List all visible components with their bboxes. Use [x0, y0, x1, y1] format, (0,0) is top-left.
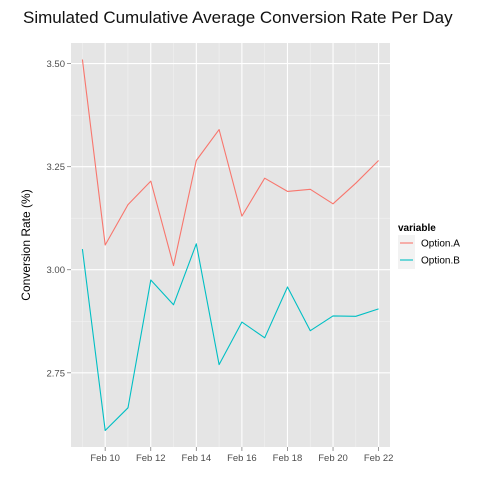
series-layer	[81, 59, 379, 432]
y-axis-label: Conversion Rate (%)	[19, 189, 33, 300]
y-tick-label: 3.25	[47, 162, 66, 173]
y-tick-label: 3.00	[47, 265, 66, 276]
x-tick-label: Feb 12	[136, 453, 166, 464]
minor-gridlines	[71, 43, 390, 447]
chart-title: Simulated Cumulative Average Conversion …	[23, 8, 453, 27]
x-tick-label: Feb 14	[182, 453, 212, 464]
x-tick-label: Feb 22	[364, 453, 394, 464]
series-line-option-b	[81, 243, 379, 432]
x-tick-label: Feb 18	[273, 453, 303, 464]
x-axis: Feb 10 Feb 12 Feb 14 Feb 16 Feb 18 Feb 20 Feb …	[90, 447, 393, 464]
legend-label: Option.A	[421, 239, 460, 250]
y-tick-label: 3.50	[47, 59, 66, 70]
y-tick-label: 2.75	[47, 368, 66, 379]
x-tick-label: Feb 16	[227, 453, 257, 464]
series-line-option-a	[81, 59, 379, 267]
legend-title: variable	[398, 223, 436, 234]
x-tick-label: Feb 20	[318, 453, 348, 464]
y-axis: 2.75 3.00 3.25 3.50	[47, 59, 71, 379]
plot-panel	[71, 43, 390, 447]
legend-label: Option.B	[421, 256, 460, 267]
legend: variable Option.A Option.B	[398, 223, 460, 269]
x-tick-label: Feb 10	[90, 453, 120, 464]
